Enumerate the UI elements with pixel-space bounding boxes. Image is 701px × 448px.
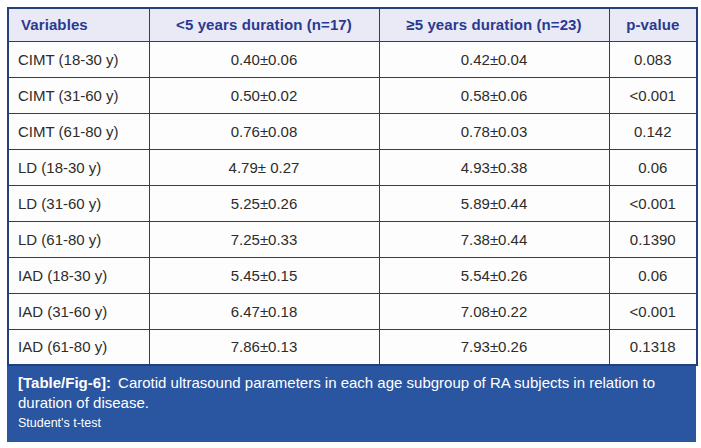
lt5-value-cell: 5.45±0.15 (149, 257, 379, 293)
lt5-value-cell: 0.40±0.06 (149, 41, 379, 77)
figure-page: Variables <5 years duration (n=17) ≥5 ye… (0, 0, 701, 448)
column-header-pvalue: p-value (609, 8, 697, 41)
variable-cell: CIMT (61-80 y) (8, 113, 149, 149)
pvalue-cell: 0.083 (609, 41, 697, 77)
table-row: LD (18-30 y) 4.79± 0.27 4.93±0.38 0.06 (8, 149, 697, 185)
column-header-ge5-duration: ≥5 years duration (n=23) (379, 8, 609, 41)
pvalue-cell: 0.1318 (609, 329, 697, 365)
variable-cell: CIMT (18-30 y) (8, 41, 149, 77)
pvalue-cell: 0.06 (609, 149, 697, 185)
results-table: Variables <5 years duration (n=17) ≥5 ye… (7, 7, 698, 366)
variable-cell: IAD (18-30 y) (8, 257, 149, 293)
table-caption-bar: [Table/Fig-6]:Carotid ultrasound paramet… (7, 366, 696, 442)
variable-cell: LD (18-30 y) (8, 149, 149, 185)
ge5-value-cell: 7.93±0.26 (379, 329, 609, 365)
table-row: LD (61-80 y) 7.25±0.33 7.38±0.44 0.1390 (8, 221, 697, 257)
column-header-variables: Variables (8, 8, 149, 41)
table-caption: [Table/Fig-6]:Carotid ultrasound paramet… (18, 373, 684, 413)
lt5-value-cell: 7.25±0.33 (149, 221, 379, 257)
pvalue-cell: 0.06 (609, 257, 697, 293)
caption-text: Carotid ultrasound parameters in each ag… (18, 374, 655, 411)
ge5-value-cell: 0.58±0.06 (379, 77, 609, 113)
ge5-value-cell: 4.93±0.38 (379, 149, 609, 185)
column-header-lt5-duration: <5 years duration (n=17) (149, 8, 379, 41)
lt5-value-cell: 0.50±0.02 (149, 77, 379, 113)
caption-label: [Table/Fig-6]: (18, 374, 111, 391)
lt5-value-cell: 6.47±0.18 (149, 293, 379, 329)
table-row: CIMT (61-80 y) 0.76±0.08 0.78±0.03 0.142 (8, 113, 697, 149)
table-row: IAD (18-30 y) 5.45±0.15 5.54±0.26 0.06 (8, 257, 697, 293)
ge5-value-cell: 5.89±0.44 (379, 185, 609, 221)
variable-cell: IAD (61-80 y) (8, 329, 149, 365)
table-row: LD (31-60 y) 5.25±0.26 5.89±0.44 <0.001 (8, 185, 697, 221)
table-header-row: Variables <5 years duration (n=17) ≥5 ye… (8, 8, 697, 41)
caption-footnote: Student's t-test (18, 416, 684, 430)
pvalue-cell: <0.001 (609, 77, 697, 113)
pvalue-cell: 0.1390 (609, 221, 697, 257)
variable-cell: LD (61-80 y) (8, 221, 149, 257)
lt5-value-cell: 4.79± 0.27 (149, 149, 379, 185)
pvalue-cell: 0.142 (609, 113, 697, 149)
table-row: CIMT (18-30 y) 0.40±0.06 0.42±0.04 0.083 (8, 41, 697, 77)
ge5-value-cell: 7.38±0.44 (379, 221, 609, 257)
variable-cell: IAD (31-60 y) (8, 293, 149, 329)
ge5-value-cell: 5.54±0.26 (379, 257, 609, 293)
table-row: CIMT (31-60 y) 0.50±0.02 0.58±0.06 <0.00… (8, 77, 697, 113)
ge5-value-cell: 7.08±0.22 (379, 293, 609, 329)
lt5-value-cell: 0.76±0.08 (149, 113, 379, 149)
table-row: IAD (61-80 y) 7.86±0.13 7.93±0.26 0.1318 (8, 329, 697, 365)
pvalue-cell: <0.001 (609, 293, 697, 329)
ge5-value-cell: 0.42±0.04 (379, 41, 609, 77)
variable-cell: LD (31-60 y) (8, 185, 149, 221)
table-row: IAD (31-60 y) 6.47±0.18 7.08±0.22 <0.001 (8, 293, 697, 329)
lt5-value-cell: 7.86±0.13 (149, 329, 379, 365)
variable-cell: CIMT (31-60 y) (8, 77, 149, 113)
lt5-value-cell: 5.25±0.26 (149, 185, 379, 221)
ge5-value-cell: 0.78±0.03 (379, 113, 609, 149)
pvalue-cell: <0.001 (609, 185, 697, 221)
